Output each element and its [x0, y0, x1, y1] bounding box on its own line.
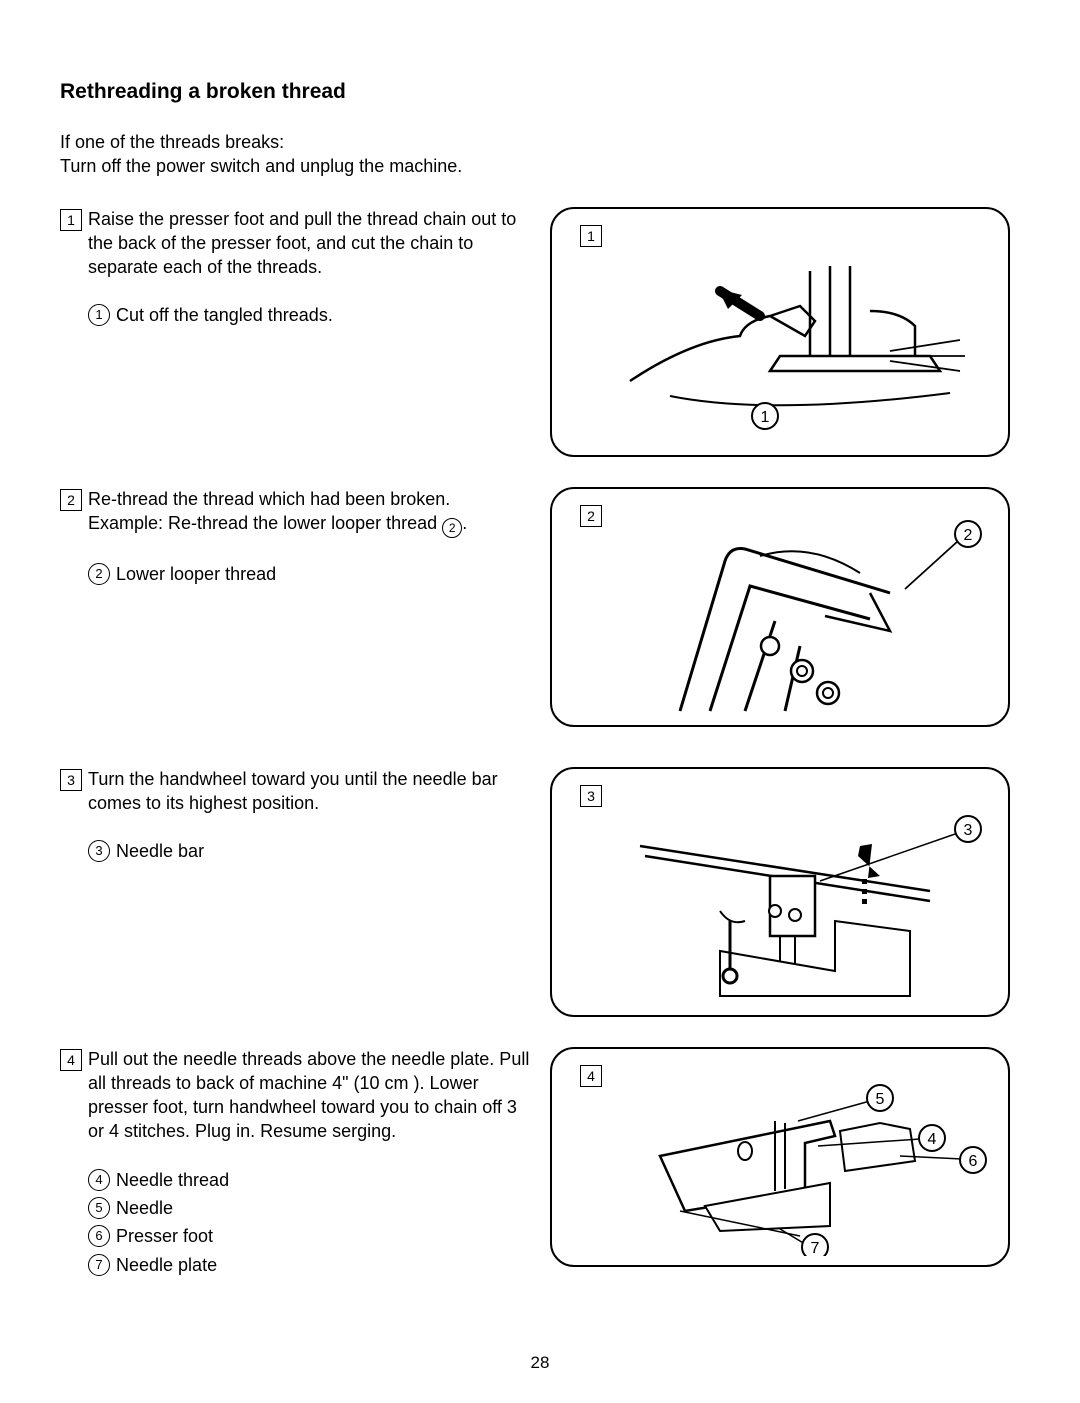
intro-block: If one of the threads breaks: Turn off t… [60, 130, 1020, 179]
figure-4-svg: 5 4 6 7 [570, 1061, 990, 1256]
step-3-text: Turn the handwheel toward you until the … [88, 767, 530, 816]
step-box-2: 2 [60, 489, 82, 511]
circled-6: 6 [88, 1225, 110, 1247]
step-4-sub-3-text: Presser foot [116, 1224, 213, 1248]
figure-3-svg: 3 [570, 781, 990, 1006]
svg-text:4: 4 [928, 1131, 937, 1148]
circled-1: 1 [88, 304, 110, 326]
step-3-sub-1-text: Needle bar [116, 839, 204, 863]
step-2-text-suffix: . [462, 513, 467, 533]
figure-1-svg: 1 [570, 221, 990, 441]
step-1-text: Raise the presser foot and pull the thre… [88, 207, 530, 280]
manual-page: Rethreading a broken thread If one of th… [0, 0, 1080, 1403]
svg-text:6: 6 [969, 1153, 978, 1170]
step-4-text-col: 4 Pull out the needle threads above the … [60, 1047, 550, 1281]
figure-4: 4 5 [550, 1047, 1010, 1267]
step-4-sub-2: 5 Needle [88, 1196, 530, 1220]
step-2-text: Re-thread the thread which had been brok… [88, 487, 530, 538]
figure-2-svg: 2 [570, 501, 990, 716]
step-4-figure-col: 4 5 [550, 1047, 1020, 1267]
intro-line-2: Turn off the power switch and unplug the… [60, 154, 1020, 178]
intro-line-1: If one of the threads breaks: [60, 130, 1020, 154]
figure-2: 2 [550, 487, 1010, 727]
figure-1-num: 1 [580, 225, 602, 247]
figure-3-num: 3 [580, 785, 602, 807]
figure-2-num: 2 [580, 505, 602, 527]
step-4-sub-1-text: Needle thread [116, 1168, 229, 1192]
step-row-4: 4 Pull out the needle threads above the … [60, 1047, 1020, 1281]
step-2-text-prefix: Re-thread the thread which had been brok… [88, 489, 450, 533]
figure-1: 1 [550, 207, 1010, 457]
step-2-figure-col: 2 [550, 487, 1020, 727]
step-2-sub-1: 2 Lower looper thread [88, 562, 530, 586]
step-2-line: 2 Re-thread the thread which had been br… [60, 487, 530, 538]
step-4-sub-4-text: Needle plate [116, 1253, 217, 1277]
step-3-figure-col: 3 [550, 767, 1020, 1017]
step-2-text-col: 2 Re-thread the thread which had been br… [60, 487, 550, 591]
step-4-sub-2-text: Needle [116, 1196, 173, 1220]
svg-text:3: 3 [964, 822, 973, 839]
step-box-3: 3 [60, 769, 82, 791]
step-1-sub-1-text: Cut off the tangled threads. [116, 303, 333, 327]
step-1-text-col: 1 Raise the presser foot and pull the th… [60, 207, 550, 332]
step-box-1: 1 [60, 209, 82, 231]
circled-4: 4 [88, 1169, 110, 1191]
svg-text:7: 7 [811, 1240, 820, 1256]
step-4-text: Pull out the needle threads above the ne… [88, 1047, 530, 1144]
step-row-2: 2 Re-thread the thread which had been br… [60, 487, 1020, 747]
step-1-line: 1 Raise the presser foot and pull the th… [60, 207, 530, 280]
step-4-sub-1: 4 Needle thread [88, 1168, 530, 1192]
step-row-3: 3 Turn the handwheel toward you until th… [60, 767, 1020, 1027]
step-4-line: 4 Pull out the needle threads above the … [60, 1047, 530, 1144]
circled-7: 7 [88, 1254, 110, 1276]
step-1-figure-col: 1 [550, 207, 1020, 457]
step-3-sub-1: 3 Needle bar [88, 839, 530, 863]
circled-3: 3 [88, 840, 110, 862]
step-1-sub-1: 1 Cut off the tangled threads. [88, 303, 530, 327]
step-row-1: 1 Raise the presser foot and pull the th… [60, 207, 1020, 467]
svg-text:5: 5 [876, 1091, 885, 1108]
figure-4-num: 4 [580, 1065, 602, 1087]
step-3-line: 3 Turn the handwheel toward you until th… [60, 767, 530, 816]
step-3-text-col: 3 Turn the handwheel toward you until th… [60, 767, 550, 868]
circled-2: 2 [88, 563, 110, 585]
step-2-inline-circ: 2 [442, 518, 462, 538]
figure-3: 3 [550, 767, 1010, 1017]
step-4-sub-4: 7 Needle plate [88, 1253, 530, 1277]
step-box-4: 4 [60, 1049, 82, 1071]
circled-5: 5 [88, 1197, 110, 1219]
section-heading: Rethreading a broken thread [60, 80, 1020, 104]
svg-text:2: 2 [964, 527, 973, 544]
svg-text:1: 1 [761, 409, 770, 426]
step-4-sub-3: 6 Presser foot [88, 1224, 530, 1248]
page-number: 28 [0, 1353, 1080, 1373]
step-2-sub-1-text: Lower looper thread [116, 562, 276, 586]
